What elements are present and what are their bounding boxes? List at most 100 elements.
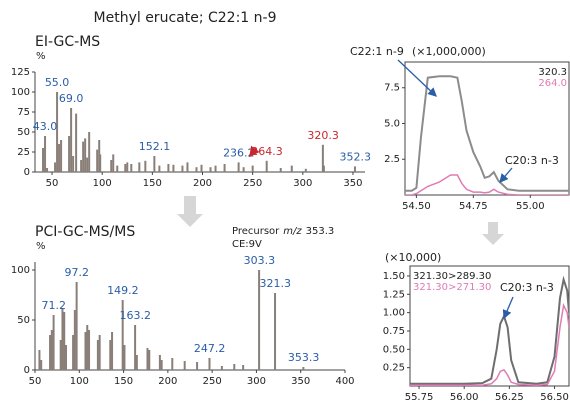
peak-annotation: C20:3 n-3 <box>505 154 559 167</box>
peak-stick <box>183 361 186 370</box>
peak-stick <box>63 312 66 370</box>
peak-label: 71.2 <box>42 299 67 312</box>
peak-stick <box>160 360 163 370</box>
peak-stick <box>279 168 282 172</box>
peak-stick <box>158 355 161 370</box>
peak-label: 353.3 <box>288 351 320 364</box>
legend-entry: 321.30>271.30 <box>413 282 491 293</box>
y-tick-label: 75 <box>17 107 30 118</box>
pointer-arrow <box>249 145 260 158</box>
chart-panel: (×1,000,000) 2.5 5.0 7.5 54.50 54.75 55.00 320.… <box>350 45 570 212</box>
peak-stick <box>52 315 55 370</box>
peak-stick <box>209 167 212 172</box>
peak-stick <box>265 160 268 172</box>
x-tick-label: 350 <box>343 178 362 189</box>
y-tick-label: 1.25 <box>383 289 405 300</box>
peak-stick <box>84 332 87 370</box>
peak-stick <box>251 165 254 172</box>
peak-stick <box>220 366 223 370</box>
y-tick-label: 7.5 <box>384 83 400 94</box>
annotation-arrow <box>499 167 513 183</box>
peak-stick <box>195 167 198 172</box>
traces <box>405 75 569 195</box>
peak-stick <box>109 340 112 370</box>
chart-panel: EI-GC-MS% 0 25 50 75 100 125 50 100 150 200 250 300 3… <box>11 34 371 189</box>
peak-label: 236.2 <box>223 146 255 159</box>
x-tick-label: 54.75 <box>459 201 488 212</box>
y-tick-label: 0.25 <box>383 363 405 374</box>
peak-label: 43.0 <box>33 120 58 133</box>
peak-stick <box>111 332 114 370</box>
x-tick-label: 350 <box>291 376 310 387</box>
peak-stick <box>302 367 305 370</box>
peak-stick <box>322 165 325 172</box>
peak-stick <box>65 345 67 370</box>
y-unit: % <box>36 241 46 252</box>
peak-label: 264.3 <box>251 145 283 158</box>
peak-label: 321.3 <box>260 277 292 290</box>
collision-energy: CE:9V <box>232 239 262 250</box>
peak-stick <box>38 350 41 370</box>
peak-stick <box>116 165 119 172</box>
peak-stick <box>75 113 78 172</box>
y-tick-label: 100 <box>11 265 30 276</box>
peak-stick <box>208 358 211 370</box>
peak-stick <box>70 108 73 172</box>
peak-stick <box>121 300 124 370</box>
peak-stick <box>46 168 49 172</box>
peak-stick <box>353 166 356 172</box>
y-tick-label: 100 <box>11 87 30 98</box>
sticks <box>42 92 356 172</box>
y-tick-label: 0.50 <box>383 344 405 355</box>
peak-label: 163.2 <box>120 309 152 322</box>
peak-stick <box>223 164 226 172</box>
trace <box>405 75 569 192</box>
trace <box>410 302 569 386</box>
peak-stick <box>56 92 59 172</box>
peak-stick <box>242 167 245 172</box>
x-tick-label: 55.00 <box>516 201 545 212</box>
x-tick-label: 250 <box>203 376 222 387</box>
peak-stick <box>58 144 61 172</box>
peak-stick <box>258 270 261 370</box>
x-tick-label: 50 <box>46 178 59 189</box>
y-tick-label: 50 <box>17 315 30 326</box>
plot-frame <box>404 61 570 196</box>
peak-stick <box>290 165 293 172</box>
x-tick-label: 55.75 <box>405 392 434 403</box>
peak-stick <box>80 160 83 172</box>
peak-stick <box>112 154 115 172</box>
peak-stick <box>233 364 236 370</box>
peak-label: 352.3 <box>340 150 372 163</box>
peak-stick <box>135 355 138 370</box>
peak-label: 69.0 <box>59 92 84 105</box>
legend-entry: 264.0 <box>538 78 567 89</box>
annotation-arrow <box>397 59 437 97</box>
annotation-arrow <box>502 296 514 320</box>
precursor-mz: m/z <box>283 226 302 237</box>
peak-stick <box>153 156 156 172</box>
peak-stick <box>304 168 307 172</box>
peak-label: 97.2 <box>65 266 90 279</box>
peak-label: 149.2 <box>107 284 139 297</box>
peak-stick <box>72 335 75 370</box>
y-tick-label: 50 <box>17 127 30 138</box>
chart-panel: (×10,000) 0.25 0.50 0.75 1.00 1.25 1.50 55.75 56… <box>383 251 570 403</box>
peak-stick <box>96 340 99 370</box>
peak-stick <box>172 164 175 172</box>
peak-stick <box>84 138 87 172</box>
x-tick-label: 54.50 <box>402 201 431 212</box>
x-tick-label: 400 <box>335 376 354 387</box>
peak-stick <box>134 325 137 370</box>
peak-stick <box>72 156 75 172</box>
y-multiplier: (×10,000) <box>385 251 441 264</box>
x-tick-label: 200 <box>158 376 177 387</box>
peak-stick <box>110 160 113 172</box>
peak-stick <box>214 165 217 172</box>
peak-stick <box>96 149 99 172</box>
peak-stick <box>61 308 64 370</box>
peak-stick <box>171 358 174 370</box>
peak-stick <box>138 162 141 172</box>
x-tick-label: 150 <box>143 178 162 189</box>
flow-arrow <box>482 222 504 245</box>
